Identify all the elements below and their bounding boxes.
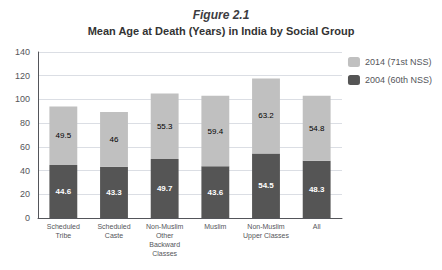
svg-text:63.2: 63.2 bbox=[258, 111, 274, 120]
svg-text:43.6: 43.6 bbox=[208, 188, 224, 197]
svg-text:Classes: Classes bbox=[152, 250, 177, 257]
svg-text:54.8: 54.8 bbox=[309, 124, 325, 133]
svg-text:Upper Classes: Upper Classes bbox=[243, 232, 289, 240]
svg-text:40: 40 bbox=[20, 166, 30, 176]
svg-text:44.6: 44.6 bbox=[56, 187, 72, 196]
svg-text:Caste: Caste bbox=[105, 232, 123, 239]
svg-text:49.5: 49.5 bbox=[56, 131, 72, 140]
svg-text:140: 140 bbox=[15, 47, 30, 57]
svg-text:120: 120 bbox=[15, 71, 30, 81]
svg-text:0: 0 bbox=[25, 213, 30, 223]
svg-text:2004 (60th NSS): 2004 (60th NSS) bbox=[365, 75, 432, 85]
svg-text:100: 100 bbox=[15, 94, 30, 104]
svg-text:46: 46 bbox=[110, 135, 119, 144]
svg-text:Figure 2.1: Figure 2.1 bbox=[193, 8, 250, 22]
svg-text:60: 60 bbox=[20, 142, 30, 152]
svg-text:48.3: 48.3 bbox=[309, 185, 325, 194]
svg-text:55.3: 55.3 bbox=[157, 122, 173, 131]
svg-text:20: 20 bbox=[20, 189, 30, 199]
svg-text:49.7: 49.7 bbox=[157, 184, 173, 193]
svg-text:All: All bbox=[313, 223, 321, 230]
svg-text:2014 (71st NSS): 2014 (71st NSS) bbox=[365, 57, 432, 67]
svg-text:Backward: Backward bbox=[149, 241, 180, 248]
svg-text:Mean Age at Death (Years) in I: Mean Age at Death (Years) in India by So… bbox=[88, 25, 355, 37]
svg-text:Non-Muslim: Non-Muslim bbox=[146, 223, 184, 230]
svg-text:Muslim: Muslim bbox=[204, 223, 226, 230]
svg-text:Scheduled: Scheduled bbox=[47, 223, 80, 230]
svg-text:Tribe: Tribe bbox=[55, 232, 71, 239]
svg-text:80: 80 bbox=[20, 118, 30, 128]
svg-text:43.3: 43.3 bbox=[106, 188, 122, 197]
svg-text:54.5: 54.5 bbox=[258, 181, 274, 190]
svg-text:Non-Muslim: Non-Muslim bbox=[247, 223, 285, 230]
svg-text:Scheduled: Scheduled bbox=[97, 223, 130, 230]
svg-text:Other: Other bbox=[156, 232, 174, 239]
svg-text:59.4: 59.4 bbox=[208, 127, 224, 136]
